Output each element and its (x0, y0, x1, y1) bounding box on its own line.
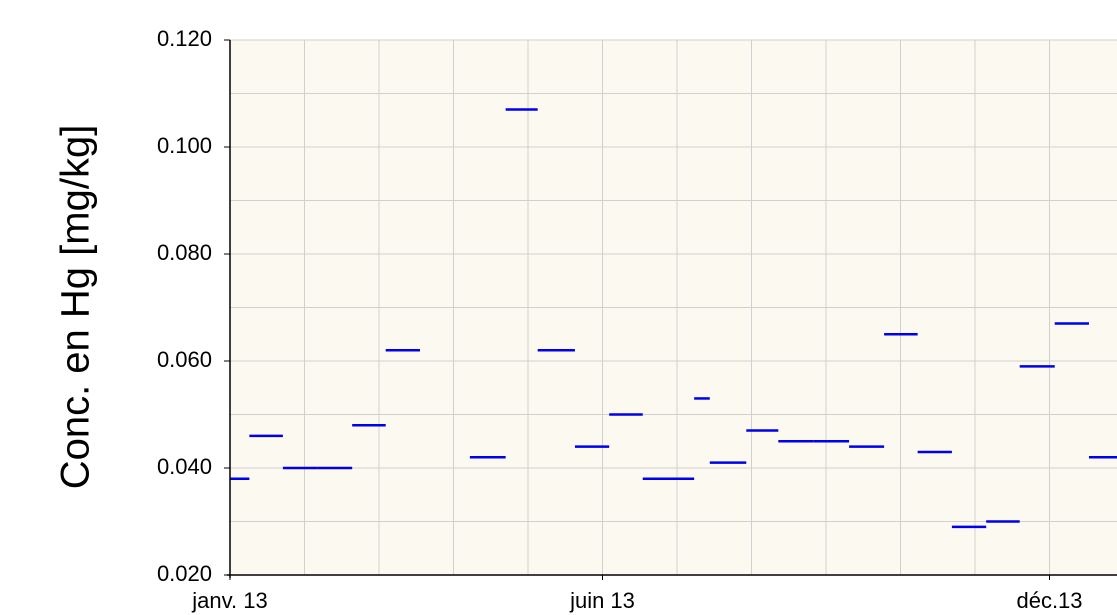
y-tick-label: 0.040 (157, 454, 212, 479)
x-tick-label: juin 13 (569, 588, 635, 613)
y-tick-label: 0.080 (157, 240, 212, 265)
grid (230, 39, 1117, 575)
y-tick-label: 0.120 (157, 26, 212, 51)
x-tick-label: janv. 13 (191, 588, 267, 613)
y-axis-label: Conc. en Hg [mg/kg] (54, 125, 98, 490)
y-tick-label: 0.100 (157, 133, 212, 158)
y-tick-label: 0.060 (157, 347, 212, 372)
x-tick-label: déc.13 (1016, 588, 1082, 613)
marks (230, 108, 1117, 529)
y-tick-label: 0.020 (157, 561, 212, 586)
